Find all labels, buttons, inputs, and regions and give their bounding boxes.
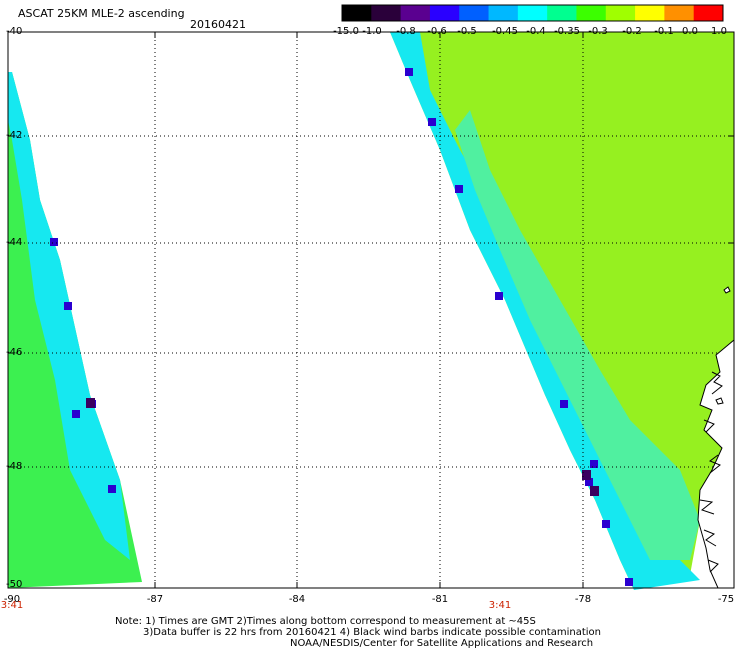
colorbar-label: -0.4 xyxy=(526,26,546,37)
pass-time-label: 3:41 xyxy=(488,600,512,611)
low-value-pixel xyxy=(495,292,503,300)
colorbar-segment xyxy=(488,5,519,21)
note-line-3: NOAA/NESDIS/Center for Satellite Applica… xyxy=(290,638,594,649)
colorbar-segment xyxy=(400,5,431,21)
colorbar-segment xyxy=(635,5,665,21)
lat-label: -40 xyxy=(6,26,23,37)
colorbar-segment xyxy=(693,5,724,21)
low-value-pixel xyxy=(585,478,593,486)
colorbar-label: -15.0 xyxy=(333,26,359,37)
colorbar-segment xyxy=(664,5,695,21)
very-low-value-pixel xyxy=(590,486,599,496)
low-value-pixel xyxy=(64,302,72,310)
low-value-pixel xyxy=(602,520,610,528)
low-value-pixel xyxy=(72,410,80,418)
low-value-pixel xyxy=(590,460,598,468)
colorbar-label: 0.0 xyxy=(682,26,698,37)
coastline-fjords xyxy=(699,371,723,573)
colorbar-segment xyxy=(342,5,372,21)
colorbar-label: -0.3 xyxy=(588,26,608,37)
very-low-value-pixel xyxy=(86,398,95,408)
colorbar-label: -0.35 xyxy=(554,26,580,37)
note-line-2: 3)Data buffer is 22 hrs from 20160421 4)… xyxy=(143,627,601,638)
colorbar-segment xyxy=(547,5,577,21)
lat-label: -42 xyxy=(6,130,23,141)
left-swath-edge xyxy=(8,72,130,560)
lon-label: -84 xyxy=(288,594,306,605)
product-title: ASCAT 25KM MLE-2 ascending xyxy=(18,7,185,20)
swath-layer xyxy=(8,32,734,590)
coastline xyxy=(697,286,735,589)
low-value-pixel xyxy=(428,118,436,126)
low-value-pixel xyxy=(405,68,413,76)
lat-label: -46 xyxy=(6,347,23,358)
colorbar xyxy=(341,4,724,22)
colorbar-label: -1.0 xyxy=(362,26,382,37)
plot-frame xyxy=(7,31,735,589)
colorbar-label: 1.0 xyxy=(711,26,727,37)
very-low-value-pixel xyxy=(582,470,591,480)
right-swath-transition xyxy=(455,110,700,560)
colorbar-segment xyxy=(371,5,402,21)
lat-label: -44 xyxy=(6,237,23,248)
colorbar-segment xyxy=(459,5,490,21)
coastline-land xyxy=(697,338,735,589)
note-line-1: Note: 1) Times are GMT 2)Times along bot… xyxy=(115,616,536,627)
lon-label: -87 xyxy=(146,594,164,605)
pass-time-label: 3:41 xyxy=(0,600,24,611)
low-value-pixel xyxy=(560,400,568,408)
colorbar-segment xyxy=(576,5,607,21)
lon-label: -90 xyxy=(3,594,21,605)
lat-label: -48 xyxy=(6,461,23,472)
colorbar-label: -0.45 xyxy=(492,26,518,37)
coastline-islands xyxy=(715,286,731,405)
colorbar-segment xyxy=(429,5,460,21)
low-value-pixel xyxy=(455,185,463,193)
lon-label: -75 xyxy=(717,594,735,605)
lon-label: -81 xyxy=(431,594,449,605)
product-date: 20160421 xyxy=(190,18,246,31)
low-value-pixel xyxy=(50,238,58,246)
colorbar-label: -0.1 xyxy=(654,26,674,37)
colorbar-label: -0.2 xyxy=(622,26,642,37)
colorbar-label: -0.8 xyxy=(396,26,416,37)
low-value-pixel xyxy=(625,578,633,586)
lat-label: -50 xyxy=(6,579,23,590)
colorbar-label: -0.6 xyxy=(427,26,447,37)
colorbar-label: -0.5 xyxy=(457,26,477,37)
low-value-pixel xyxy=(108,485,116,493)
colorbar-segment xyxy=(517,5,548,21)
lat-lon-grid xyxy=(8,32,734,588)
lon-label: -78 xyxy=(574,594,592,605)
colorbar-segment xyxy=(605,5,636,21)
